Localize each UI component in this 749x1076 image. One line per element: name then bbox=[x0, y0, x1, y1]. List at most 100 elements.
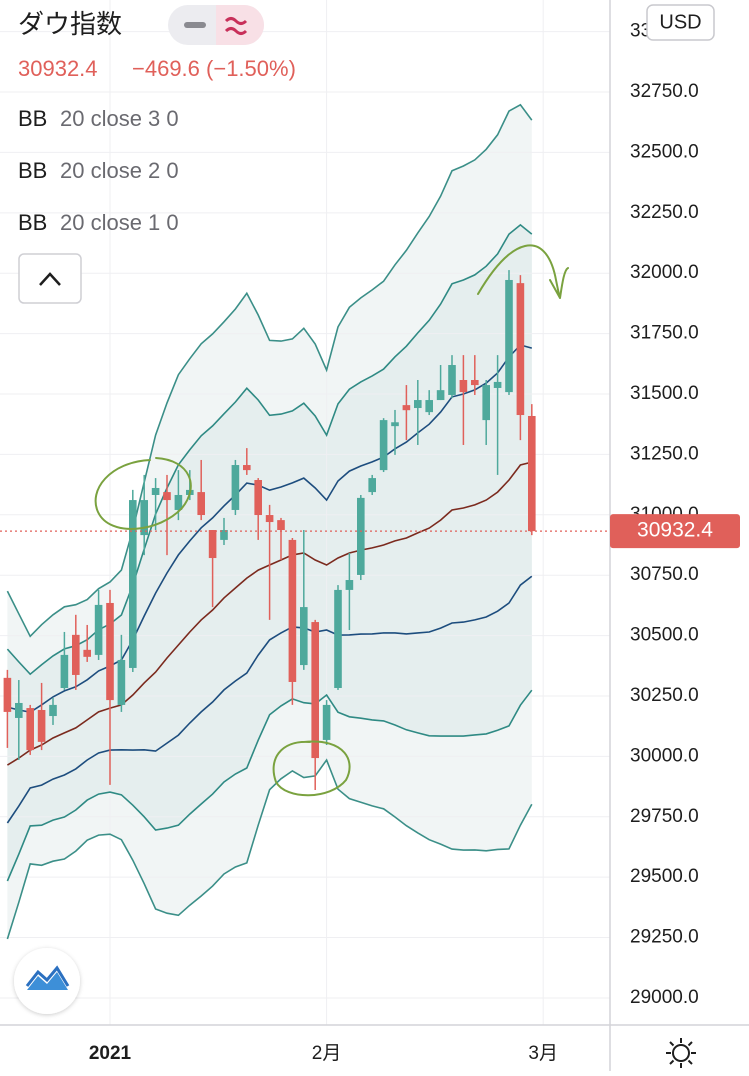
candle-body bbox=[414, 400, 422, 409]
candle-body bbox=[208, 530, 217, 559]
y-tick-label: 29750.0 bbox=[630, 806, 699, 827]
candle-body bbox=[37, 709, 46, 742]
candle-body bbox=[471, 379, 479, 386]
candle-body bbox=[3, 677, 12, 712]
candle-body bbox=[391, 422, 399, 427]
candle-body bbox=[106, 602, 114, 701]
candle-body bbox=[265, 515, 274, 523]
candle-body bbox=[311, 622, 319, 759]
logo-line[interactable] bbox=[25, 965, 70, 987]
hand-circle bbox=[94, 457, 192, 530]
y-tick-label: 31250.0 bbox=[630, 443, 699, 464]
candle-body bbox=[345, 580, 354, 590]
y-tick-label: 32750.0 bbox=[630, 81, 699, 102]
legend-params: 20 close 1 0 bbox=[60, 210, 179, 235]
collapse-legend-button[interactable] bbox=[18, 253, 82, 304]
sun-rays[interactable] bbox=[666, 1038, 696, 1068]
y-tick-label: 29500.0 bbox=[630, 866, 699, 887]
candle-body bbox=[505, 279, 513, 393]
y-tick-label: 32000.0 bbox=[630, 262, 699, 283]
band-line bbox=[6, 758, 533, 940]
candle-body bbox=[254, 480, 262, 516]
candle-body bbox=[60, 654, 69, 689]
legend-params: 20 close 2 0 bbox=[60, 158, 179, 183]
logo-button[interactable] bbox=[14, 948, 80, 1014]
legend-name: BB bbox=[18, 106, 47, 131]
price-axis: 29000.0 29250.0 29500.0 29750.0 30000.0 30250… bbox=[630, 21, 699, 1008]
x-tick-label: 3月 bbox=[528, 1043, 558, 1064]
candle-body bbox=[334, 589, 342, 689]
y-tick-label: 31750.0 bbox=[630, 323, 699, 344]
candle-body bbox=[448, 365, 456, 395]
candle-body bbox=[72, 634, 80, 675]
caret-up[interactable] bbox=[39, 272, 61, 286]
candle-body bbox=[300, 607, 308, 666]
chart-style-toggle[interactable] bbox=[168, 5, 264, 45]
currency-bg[interactable] bbox=[646, 4, 715, 41]
y-tick-label: 29000.0 bbox=[630, 987, 699, 1008]
y-tick-label: 32250.0 bbox=[630, 202, 699, 223]
y-tick-label: 32500.0 bbox=[630, 141, 699, 162]
last-price-header: 30932.4 bbox=[18, 56, 98, 81]
candle-body bbox=[174, 494, 183, 510]
theme-toggle[interactable] bbox=[666, 1038, 696, 1068]
candle-body bbox=[140, 500, 148, 536]
last-price-label: 30932.4 bbox=[637, 519, 713, 542]
x-tick-label: 2021 bbox=[89, 1043, 132, 1064]
annotations bbox=[94, 244, 569, 797]
last-price-tag bbox=[610, 514, 740, 549]
logo-mark[interactable] bbox=[27, 972, 68, 990]
legend-name: BB bbox=[18, 210, 47, 235]
currency-button[interactable]: USD bbox=[646, 4, 715, 41]
candle-body bbox=[482, 385, 490, 421]
candle-body bbox=[357, 497, 365, 575]
candle-body bbox=[288, 539, 297, 682]
candle-body bbox=[129, 500, 137, 668]
hand-arrow bbox=[477, 244, 569, 299]
y-tick-label: 30000.0 bbox=[630, 745, 699, 766]
band-line bbox=[6, 689, 533, 882]
y-tick-label: 31500.0 bbox=[630, 383, 699, 404]
collapse-bg[interactable] bbox=[18, 253, 82, 304]
candle-body bbox=[49, 704, 57, 717]
candle-body bbox=[231, 465, 240, 510]
last-price: 30932.4 bbox=[0, 514, 740, 549]
candles bbox=[3, 270, 536, 790]
y-tick-label: 29250.0 bbox=[630, 927, 699, 948]
symbol-title: ダウ指数 bbox=[18, 9, 122, 39]
y-tick-label: 30250.0 bbox=[630, 685, 699, 706]
legend: BB 20 close 3 0 BB 20 close 2 0 BB 20 close 1… bbox=[18, 106, 179, 235]
candle-body bbox=[516, 283, 525, 416]
time-axis: 2021 2月 3月 bbox=[89, 1043, 558, 1064]
band-line bbox=[6, 575, 533, 824]
candle-body bbox=[94, 604, 103, 655]
band-line bbox=[6, 103, 533, 638]
candle-body bbox=[277, 520, 285, 531]
x-tick-label: 2月 bbox=[312, 1043, 342, 1064]
toggle-wave[interactable] bbox=[224, 17, 248, 35]
candle-body bbox=[26, 708, 34, 751]
candle-body bbox=[243, 465, 251, 471]
sun-core[interactable] bbox=[672, 1044, 690, 1062]
y-tick-label: 30750.0 bbox=[630, 564, 699, 585]
candle-body bbox=[402, 405, 411, 411]
band-line bbox=[7, 344, 533, 714]
candle-body bbox=[163, 492, 171, 501]
candle-body bbox=[436, 390, 445, 401]
candle-body bbox=[379, 420, 388, 471]
candle-body bbox=[197, 492, 205, 516]
candle-body bbox=[368, 478, 376, 493]
candle-body bbox=[15, 702, 23, 718]
currency-label[interactable]: USD bbox=[659, 11, 701, 33]
candle-body bbox=[528, 415, 536, 532]
candle-body bbox=[493, 381, 502, 388]
candle-body bbox=[117, 659, 126, 705]
candle-body bbox=[83, 649, 91, 657]
candle-body bbox=[425, 400, 433, 413]
candle-body bbox=[220, 530, 228, 540]
toggle-minus[interactable] bbox=[184, 22, 206, 28]
legend-params: 20 close 3 0 bbox=[60, 106, 179, 131]
candle-body bbox=[459, 379, 468, 393]
y-tick-label: 30500.0 bbox=[630, 625, 699, 646]
